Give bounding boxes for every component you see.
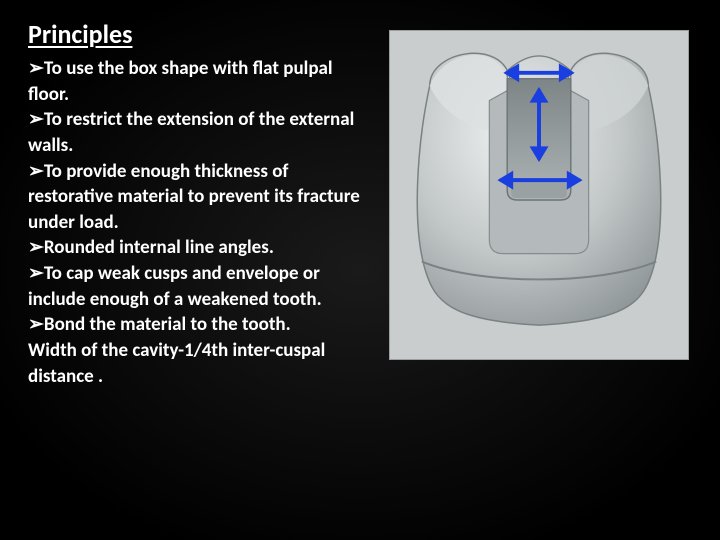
cavity-floor [511,180,567,198]
bullet-item: ➢Bond the material to the tooth. [28,312,377,338]
trailing-line: Width of the cavity-1/4th inter-cuspal d… [28,338,377,389]
text-column: Principles ➢To use the box shape with fl… [28,18,387,522]
bullet-text: To cap weak cusps and envelope or includ… [28,262,322,311]
bullet-item: ➢Rounded internal line angles. [28,235,377,261]
bullet-icon: ➢ [28,57,44,80]
bullet-item: ➢To use the box shape with flat pulpal f… [28,56,377,107]
image-column [387,18,692,522]
bullet-text: To restrict the extension of the externa… [28,108,354,157]
body-text: ➢To use the box shape with flat pulpal f… [28,56,377,389]
tooth-svg [390,31,688,359]
bullet-icon: ➢ [28,262,44,285]
bullet-text: Rounded internal line angles. [44,236,274,259]
bullet-text: To use the box shape with flat pulpal fl… [28,57,333,106]
bullet-text: To provide enough thickness of restorati… [28,160,360,234]
bullet-item: ➢To provide enough thickness of restorat… [28,159,377,236]
bullet-item: ➢To cap weak cusps and envelope or inclu… [28,261,377,312]
bullet-icon: ➢ [28,160,44,183]
bullet-icon: ➢ [28,313,44,336]
bullet-item: ➢To restrict the extension of the extern… [28,107,377,158]
bullet-icon: ➢ [28,108,44,131]
bullet-text: Bond the material to the tooth. [44,313,291,336]
bullet-icon: ➢ [28,236,44,259]
tooth-diagram [389,30,689,360]
slide-title: Principles [28,18,377,50]
